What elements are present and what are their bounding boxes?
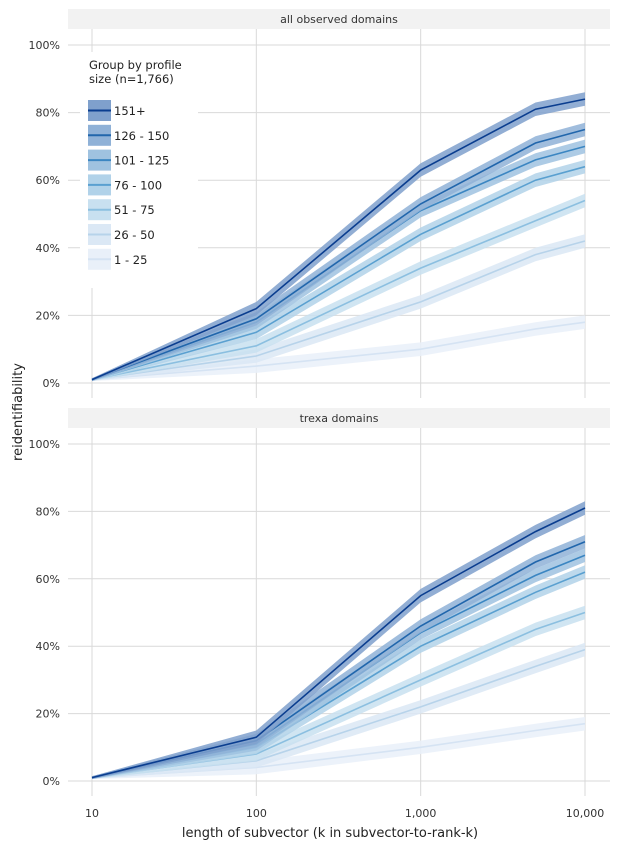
y-tick-label: 80%: [36, 107, 60, 120]
series-band: [92, 565, 585, 779]
y-tick-label: 0%: [43, 775, 60, 788]
y-tick-label: 60%: [36, 174, 60, 187]
y-axis-title: reidentifiability: [11, 363, 26, 461]
legend-label: 151+: [114, 104, 146, 118]
panel-1: all observed domains 0% 20% 40% 60% 80% 100%: [29, 9, 610, 398]
legend-label: 1 - 25: [114, 253, 147, 267]
series-band: [92, 501, 585, 779]
series-band: [92, 605, 585, 779]
legend-title: Group by profile: [89, 58, 182, 72]
y-tick-label: 20%: [36, 309, 60, 322]
legend-label: 126 - 150: [114, 129, 169, 143]
y-tick-label: 40%: [36, 640, 60, 653]
series-line: [91, 240, 586, 381]
series-band: [92, 535, 585, 779]
y-tick-label: 20%: [36, 708, 60, 721]
series-line: [91, 128, 586, 381]
series-line: [91, 321, 586, 381]
panels-layer: all observed domains0%20%40%60%80%100%tr…: [29, 9, 610, 820]
y-tick-label: 80%: [36, 505, 60, 518]
legend-title: size (n=1,766): [89, 72, 174, 86]
panel-title: trexa domains: [300, 412, 379, 425]
y-tick-label: 60%: [36, 573, 60, 586]
legend-label: 51 - 75: [114, 203, 155, 217]
y-tick-label: 100%: [29, 438, 60, 451]
x-tick-label: 100: [246, 807, 267, 820]
legend-label: 76 - 100: [114, 178, 162, 192]
y-tick-label: 40%: [36, 242, 60, 255]
series-line: [91, 507, 586, 779]
x-tick-label: 10: [85, 807, 99, 820]
panel-2: trexa domains 0% 20% 40% 60% 80% 100%: [29, 408, 610, 796]
series-line: [91, 98, 586, 381]
series-line: [91, 199, 586, 381]
panel-strip: [68, 9, 610, 29]
legend-label: 26 - 50: [114, 228, 155, 242]
panel-title: all observed domains: [280, 13, 398, 26]
series-band: [92, 122, 585, 381]
series-band: [92, 92, 585, 382]
x-tick-label: 10,000: [566, 807, 605, 820]
y-tick-label: 0%: [43, 377, 60, 390]
series-band: [92, 234, 585, 381]
series-line: [91, 165, 586, 381]
legend-label: 101 - 125: [114, 154, 169, 168]
x-tick-label: 1,000: [405, 807, 437, 820]
x-axis-title: length of subvector (k in subvector-to-r…: [182, 826, 478, 841]
panel-strip: [68, 408, 610, 428]
y-tick-label: 100%: [29, 39, 60, 52]
